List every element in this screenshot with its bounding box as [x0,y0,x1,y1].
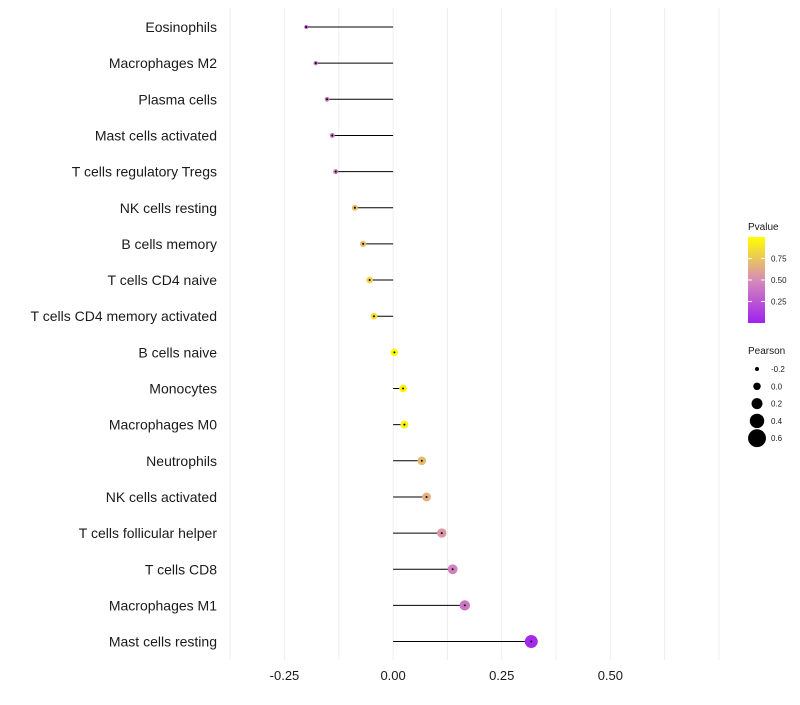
lollipop-point-center [420,459,423,462]
pearson-legend-label: 0.4 [771,417,783,426]
category-label: T cells CD4 naive [108,272,218,288]
x-tick-label: 0.00 [380,668,405,683]
lollipop-point-center [403,423,406,426]
x-tick-label: 0.50 [598,668,623,683]
lollipop-point-center [305,26,308,28]
category-label: Eosinophils [145,19,217,35]
lollipop-point-center [326,98,329,101]
pearson-legend-label: -0.2 [771,365,785,374]
pearson-legend-dot [748,429,766,448]
lollipop-point-center [402,387,405,390]
lollipop-point-center [353,206,356,209]
category-label: Macrophages M0 [109,417,217,433]
grid-layer [229,8,720,660]
lollipop-point-center [331,134,334,137]
segment-layer [306,26,532,643]
pvalue-legend: Pvalue 0.25 0.50 0.75 [748,222,787,323]
x-tick-labels: -0.25 0.00 0.25 0.50 [270,668,623,683]
pearson-legend-items: -0.2 0.0 0.2 0.4 0.6 [748,365,785,448]
category-label: Macrophages M2 [109,55,217,71]
lollipop-point-center [463,604,466,607]
pearson-legend: Pearson -0.2 0.0 0.2 0.4 0.6 [748,346,785,448]
category-label: Monocytes [149,381,217,397]
lollipop-point-center [314,62,317,65]
lollipop-point-center [362,242,365,245]
lollipop-point-center [368,279,371,282]
pearson-legend-dot [749,413,765,429]
x-tick-label: -0.25 [270,668,300,683]
pearson-legend-title: Pearson [748,346,785,357]
pearson-legend-dot [753,382,761,391]
pearson-legend-label: 0.2 [771,400,783,409]
pearson-legend-dot [751,398,763,410]
category-label: Macrophages M1 [109,597,217,613]
lollipop-point-center [451,568,454,571]
pvalue-legend-label: 0.75 [771,255,787,264]
category-label: Mast cells activated [95,127,217,143]
category-label: Neutrophils [146,453,217,469]
pvalue-legend-label: 0.25 [771,298,787,307]
category-labels: Eosinophils Macrophages M2 Plasma cells Mas… [31,19,218,650]
category-label: T cells CD8 [145,561,217,577]
category-label: T cells regulatory Tregs [72,164,217,180]
lollipop-point-center [393,351,396,354]
lollipop-point-center [372,315,375,318]
pearson-legend-label: 0.0 [771,382,783,391]
lollipop-point-center [425,495,428,498]
point-layer [304,25,538,649]
lollipop-point-center [334,170,337,173]
category-label: B cells memory [121,236,217,252]
category-label: T cells CD4 memory activated [31,308,217,324]
category-label: NK cells resting [120,200,217,216]
pvalue-legend-title: Pvalue [748,222,779,233]
pearson-legend-label: 0.6 [771,434,783,443]
category-label: B cells naive [138,344,217,360]
category-label: Plasma cells [138,91,217,107]
pvalue-legend-ticks: 0.25 0.50 0.75 [748,255,787,307]
x-tick-label: 0.25 [489,668,514,683]
pearson-legend-dot [755,367,759,371]
category-label: NK cells activated [106,489,217,505]
lollipop-point-center [440,532,443,535]
category-label: T cells follicular helper [79,525,218,541]
pvalue-legend-label: 0.50 [771,276,787,285]
pvalue-colorbar [748,237,765,323]
category-label: Mast cells resting [109,634,217,650]
lollipop-point-center [530,640,533,643]
